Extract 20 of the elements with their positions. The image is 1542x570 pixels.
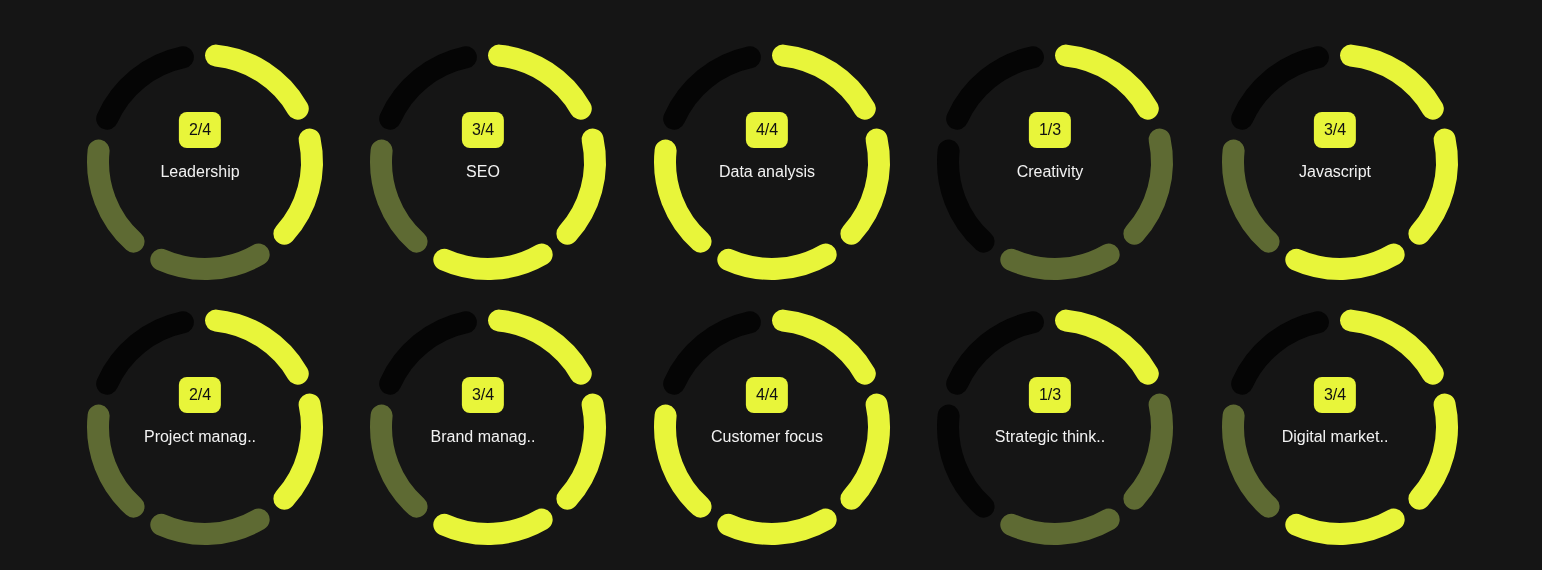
text: Customer focus <box>709 427 824 447</box>
text: 2/4 <box>178 112 222 148</box>
text: 1/3 <box>1028 377 1072 413</box>
text: 4/4 <box>745 112 789 148</box>
text: 2/4 <box>178 377 222 413</box>
text: Project manag.. <box>142 427 258 447</box>
text: 3/4 <box>461 112 505 148</box>
text: SEO <box>465 162 501 182</box>
text: Strategic think.. <box>993 427 1107 447</box>
text: 3/4 <box>1313 377 1357 413</box>
text: 3/4 <box>461 377 505 413</box>
text: Data analysis <box>717 162 816 182</box>
text: Digital market.. <box>1280 427 1390 447</box>
text: 1/3 <box>1028 112 1072 148</box>
text: Javascript <box>1298 162 1372 182</box>
text: 4/4 <box>745 377 789 413</box>
text: Brand manag.. <box>429 427 537 447</box>
text: 3/4 <box>1313 112 1357 148</box>
text: Leadership <box>159 162 241 182</box>
text: Creativity <box>1015 162 1085 182</box>
